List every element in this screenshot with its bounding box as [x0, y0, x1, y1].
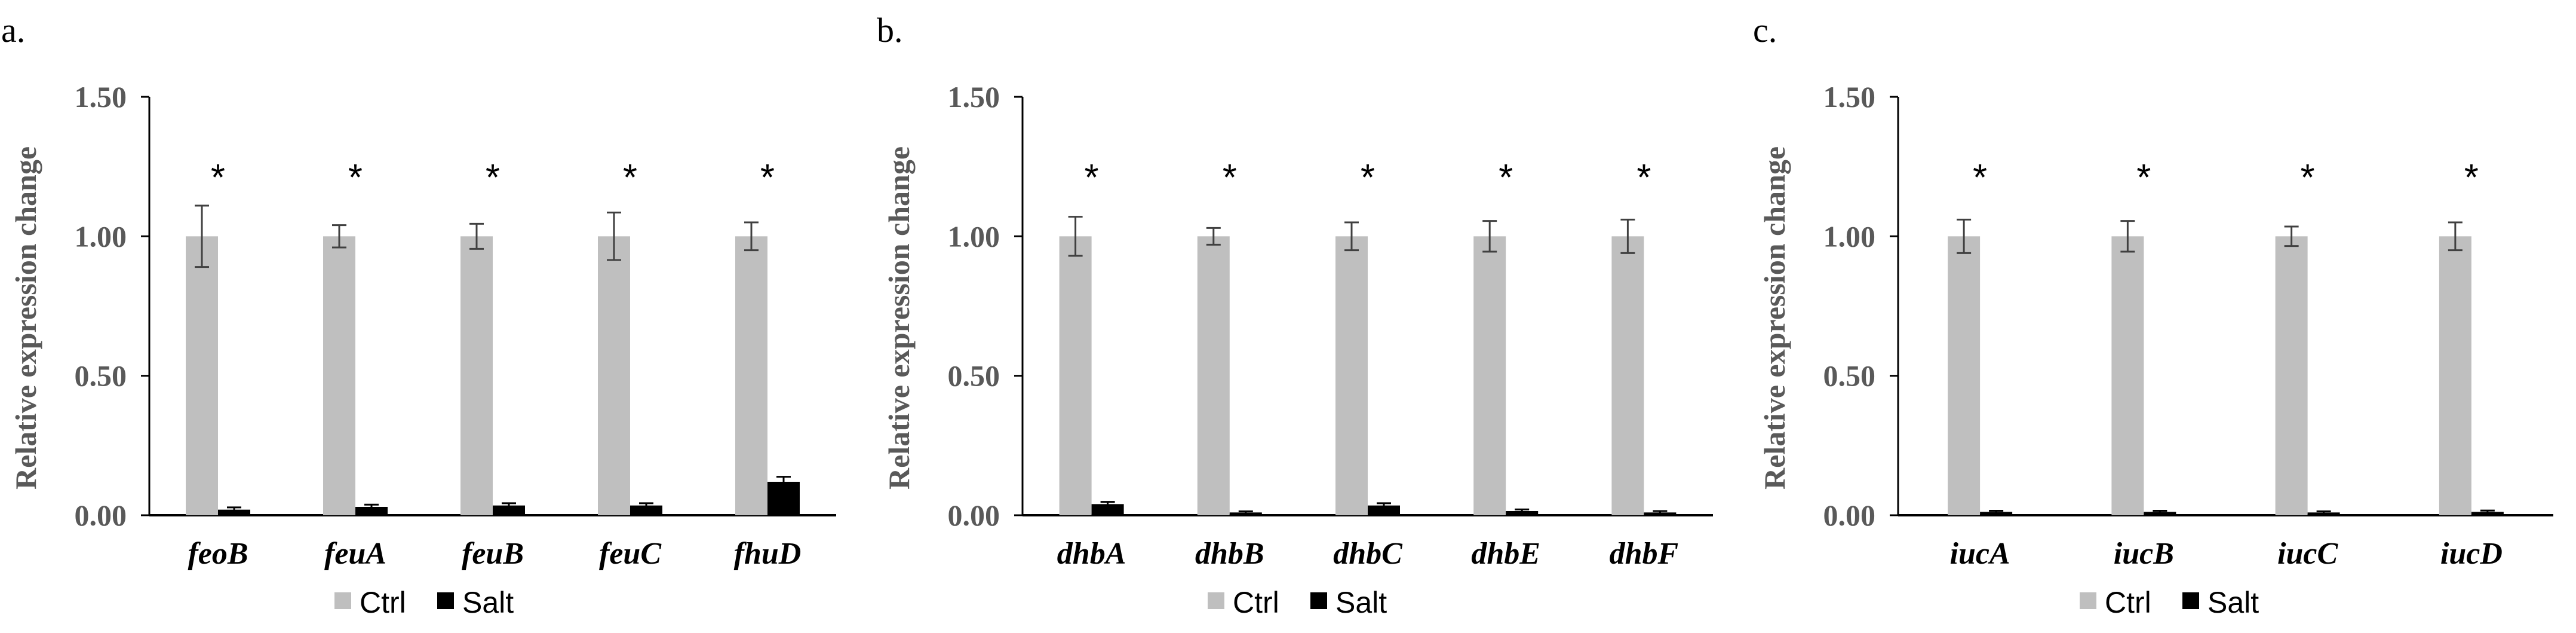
significance-marker: * — [1637, 157, 1651, 198]
bar-ctrl — [735, 236, 767, 515]
significance-marker: * — [211, 157, 225, 198]
y-axis-title: Relative expression change — [882, 146, 916, 490]
bar-salt — [1368, 505, 1400, 515]
legend-label-salt: Salt — [2207, 586, 2259, 619]
bar-ctrl — [1473, 236, 1506, 515]
x-tick-label: dhbC — [1333, 537, 1403, 571]
legend-label-ctrl: Ctrl — [360, 586, 406, 619]
significance-marker: * — [760, 157, 775, 198]
bar-ctrl — [1335, 236, 1368, 515]
y-tick-label: 0.50 — [948, 359, 1000, 393]
significance-marker: * — [623, 157, 637, 198]
bar-ctrl — [1611, 236, 1644, 515]
bar-ctrl — [1948, 236, 1981, 515]
legend-swatch-salt — [437, 592, 454, 609]
bar-salt — [630, 505, 662, 515]
significance-marker: * — [348, 157, 363, 198]
legend-swatch-ctrl — [334, 592, 351, 609]
significance-marker: * — [2301, 157, 2315, 198]
panel-label: c. — [1753, 11, 1777, 50]
legend-swatch-ctrl — [2080, 592, 2096, 609]
bar-salt — [355, 507, 388, 515]
bar-salt — [1091, 504, 1124, 515]
significance-marker: * — [1085, 157, 1099, 198]
bar-ctrl — [323, 236, 355, 515]
panel-label: b. — [877, 11, 903, 50]
x-tick-label: feoB — [188, 537, 248, 571]
bar-ctrl — [460, 236, 493, 515]
x-tick-label: iucC — [2277, 537, 2338, 571]
y-tick-label: 1.50 — [1823, 80, 1876, 114]
bar-ctrl — [186, 236, 218, 515]
legend-swatch-salt — [1310, 592, 1327, 609]
y-tick-label: 0.50 — [75, 359, 127, 393]
legend-swatch-ctrl — [1208, 592, 1224, 609]
y-tick-label: 0.00 — [75, 499, 127, 532]
bar-ctrl — [2111, 236, 2144, 515]
y-tick-label: 1.50 — [75, 80, 127, 114]
bar-ctrl — [2275, 236, 2308, 515]
y-axis-title: Relative expression change — [9, 146, 42, 490]
legend-swatch-salt — [2182, 592, 2199, 609]
y-tick-label: 0.50 — [1823, 359, 1876, 393]
x-tick-label: iucA — [1950, 537, 2010, 571]
significance-marker: * — [2464, 157, 2479, 198]
significance-marker: * — [1361, 157, 1375, 198]
bar-ctrl — [1059, 236, 1092, 515]
bar-ctrl — [598, 236, 630, 515]
legend-label-salt: Salt — [462, 586, 514, 619]
y-tick-label: 1.00 — [75, 219, 127, 253]
y-tick-label: 1.00 — [1823, 219, 1876, 253]
y-tick-label: 1.00 — [948, 219, 1000, 253]
bar-ctrl — [2439, 236, 2471, 515]
bar-ctrl — [1197, 236, 1230, 515]
legend-label-ctrl: Ctrl — [2105, 586, 2151, 619]
x-tick-label: dhbB — [1195, 537, 1264, 571]
y-tick-label: 1.50 — [948, 80, 1000, 114]
legend-label-salt: Salt — [1335, 586, 1387, 619]
y-tick-label: 0.00 — [948, 499, 1000, 532]
x-tick-label: dhbA — [1057, 537, 1126, 571]
x-tick-label: iucD — [2440, 537, 2503, 571]
y-axis-title: Relative expression change — [1758, 146, 1791, 490]
x-tick-label: feuC — [599, 537, 662, 571]
legend-label-ctrl: Ctrl — [1233, 586, 1279, 619]
panel-label: a. — [1, 11, 25, 50]
x-tick-label: dhbE — [1471, 537, 1540, 571]
y-tick-label: 0.00 — [1823, 499, 1876, 532]
x-tick-label: dhbF — [1610, 537, 1679, 571]
significance-marker: * — [2136, 157, 2151, 198]
x-tick-label: iucB — [2114, 537, 2174, 571]
x-tick-label: fhuD — [734, 537, 802, 571]
x-tick-label: feuA — [324, 537, 386, 571]
significance-marker: * — [1223, 157, 1237, 198]
significance-marker: * — [486, 157, 500, 198]
significance-marker: * — [1499, 157, 1513, 198]
bar-salt — [493, 505, 525, 515]
x-tick-label: feuB — [462, 537, 524, 571]
significance-marker: * — [1973, 157, 1987, 198]
